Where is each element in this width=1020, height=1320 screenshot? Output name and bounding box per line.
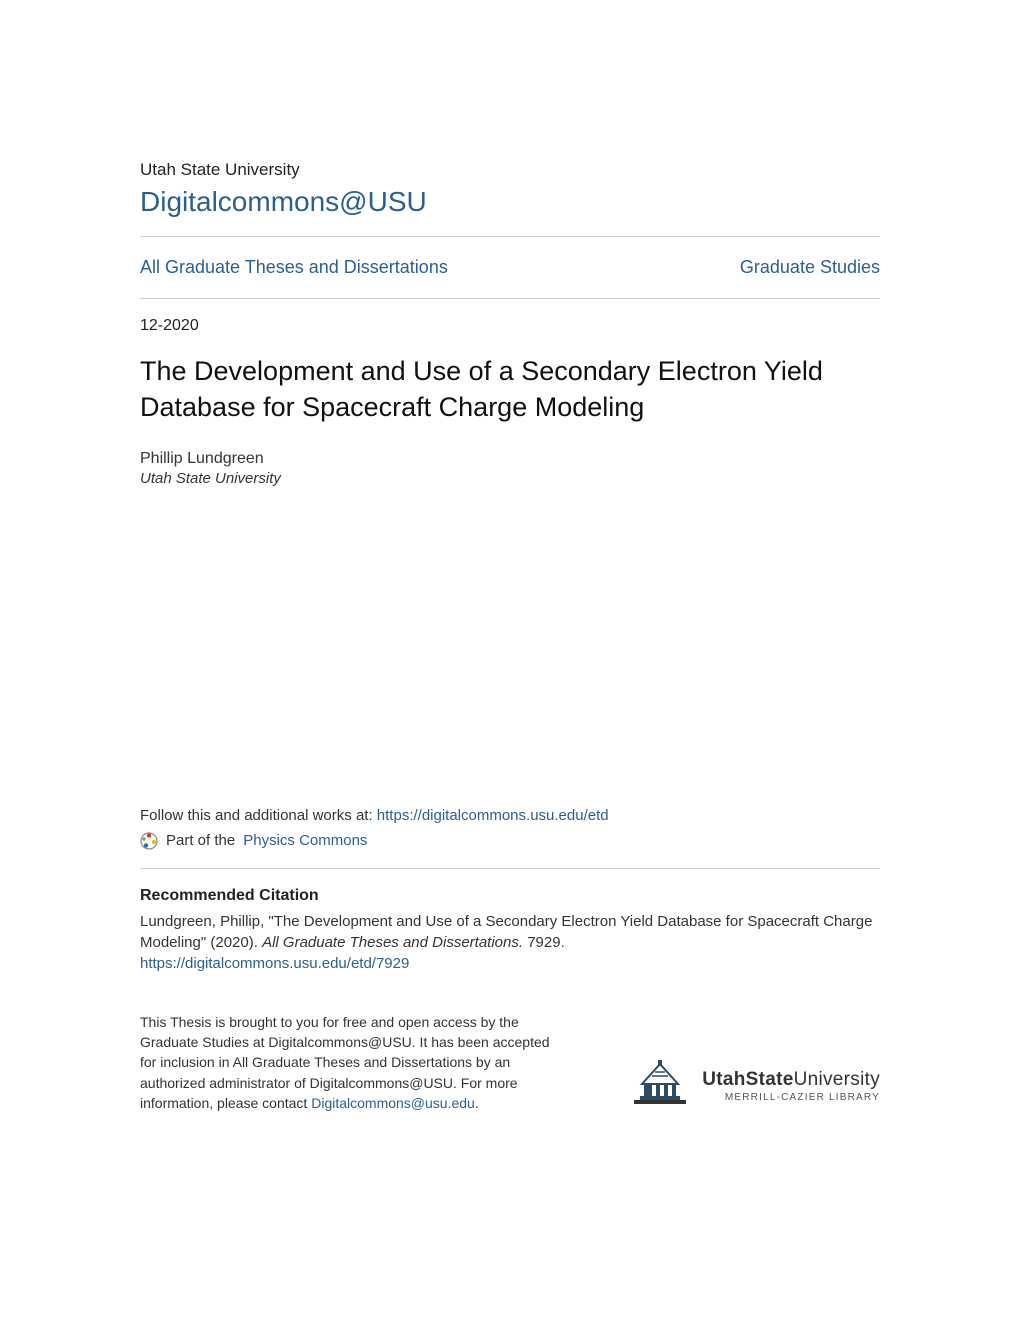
publication-date: 12-2020: [140, 317, 880, 335]
breadcrumb-nav: All Graduate Theses and Dissertations Gr…: [140, 237, 880, 298]
site-name-link[interactable]: Digitalcommons@USU: [140, 186, 880, 218]
follow-link[interactable]: https://digitalcommons.usu.edu/etd: [377, 807, 609, 824]
citation-url[interactable]: https://digitalcommons.usu.edu/etd/7929: [140, 955, 409, 972]
logo-bold: UtahState: [702, 1069, 793, 1090]
building-icon: [630, 1058, 690, 1113]
author-name: Phillip Lundgreen: [140, 450, 880, 468]
author-affiliation: Utah State University: [140, 470, 880, 487]
footer-suffix: .: [475, 1095, 479, 1111]
citation-series: All Graduate Theses and Dissertations.: [262, 934, 523, 951]
logo-text-block: UtahStateUniversity MERRILL-CAZIER LIBRA…: [702, 1069, 880, 1103]
citation-suffix: 7929.: [523, 934, 565, 951]
partof-prefix: Part of the: [166, 832, 235, 849]
divider-citation: [140, 868, 880, 869]
citation-url-link[interactable]: https://digitalcommons.usu.edu/etd/7929: [140, 955, 880, 972]
paper-title: The Development and Use of a Secondary E…: [140, 353, 880, 426]
citation-body: Lundgreen, Phillip, "The Development and…: [140, 911, 880, 953]
logo-light: University: [794, 1069, 880, 1090]
spacer: [140, 487, 880, 807]
partof-link[interactable]: Physics Commons: [243, 832, 367, 849]
citation-heading: Recommended Citation: [140, 887, 880, 905]
nav-studies-link[interactable]: Graduate Studies: [740, 257, 880, 278]
network-icon: [140, 832, 158, 850]
follow-prefix: Follow this and additional works at:: [140, 807, 377, 824]
logo-university-name: UtahStateUniversity: [702, 1069, 880, 1091]
library-logo: UtahStateUniversity MERRILL-CAZIER LIBRA…: [630, 1058, 880, 1113]
part-of-row: Part of the Physics Commons: [140, 832, 880, 850]
footer-row: This Thesis is brought to you for free a…: [140, 1012, 880, 1113]
header-block: Utah State University Digitalcommons@USU: [140, 160, 880, 218]
university-name: Utah State University: [140, 160, 880, 180]
nav-collection-link[interactable]: All Graduate Theses and Dissertations: [140, 257, 448, 278]
footer-email-link[interactable]: Digitalcommons@usu.edu: [311, 1095, 475, 1111]
divider-nav: [140, 298, 880, 299]
logo-library-name: MERRILL-CAZIER LIBRARY: [702, 1092, 880, 1103]
author-block: Phillip Lundgreen Utah State University: [140, 450, 880, 487]
follow-works-line: Follow this and additional works at: htt…: [140, 807, 880, 824]
footer-access-text: This Thesis is brought to you for free a…: [140, 1012, 550, 1113]
